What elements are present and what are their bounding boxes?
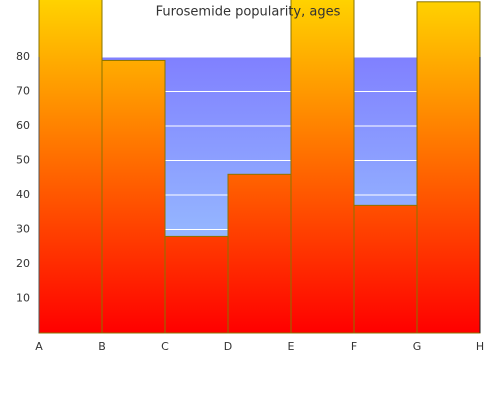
y-tick-label: 70 <box>16 85 30 98</box>
y-tick-label: 40 <box>16 188 30 201</box>
step-area <box>38 0 103 334</box>
step-area <box>353 204 418 334</box>
y-tick-label: 80 <box>16 50 30 63</box>
step-area <box>227 173 292 334</box>
x-tick-label: F <box>351 340 357 353</box>
x-tick-label: G <box>413 340 422 353</box>
y-tick-label: 20 <box>16 257 30 270</box>
x-tick-label: E <box>288 340 295 353</box>
step-area <box>101 59 166 334</box>
step-area <box>164 235 229 334</box>
y-tick-label: 10 <box>16 292 30 305</box>
y-tick-label: 60 <box>16 119 30 132</box>
step-area <box>416 1 481 334</box>
x-tick-label: H <box>476 340 484 353</box>
y-tick-label: 50 <box>16 154 30 167</box>
y-tick-label: 30 <box>16 223 30 236</box>
x-tick-label: D <box>224 340 232 353</box>
x-tick-label: B <box>98 340 106 353</box>
x-tick-label: A <box>35 340 43 353</box>
step-area <box>290 0 355 334</box>
chart-title: Furosemide popularity, ages <box>156 5 341 20</box>
x-tick-label: C <box>161 340 169 353</box>
